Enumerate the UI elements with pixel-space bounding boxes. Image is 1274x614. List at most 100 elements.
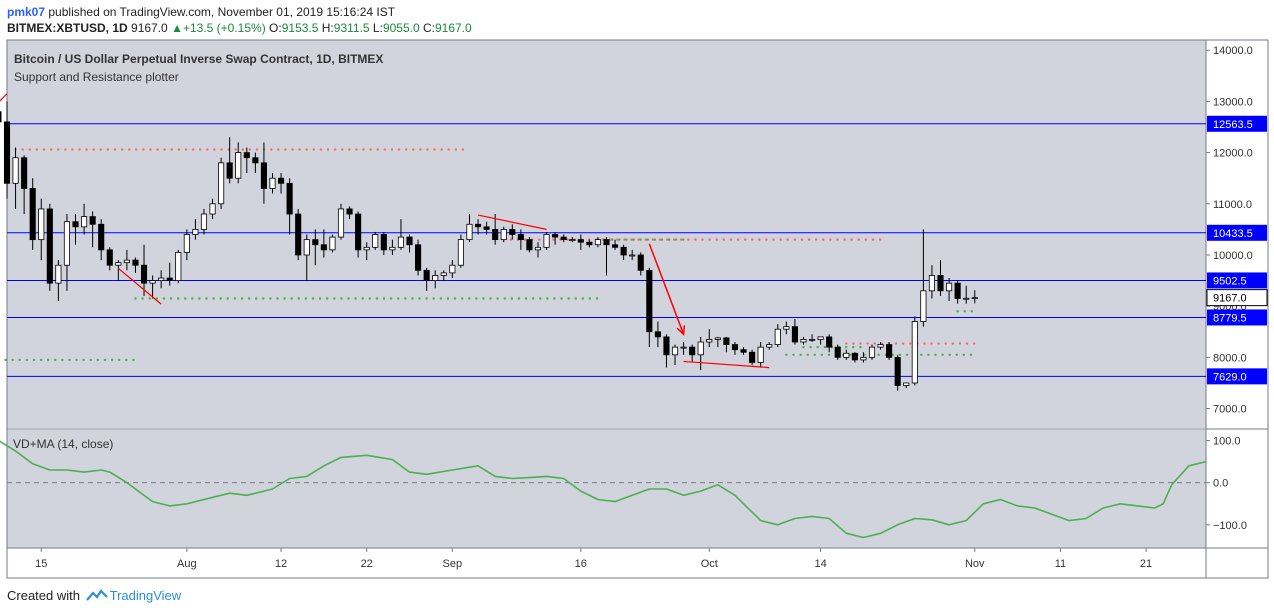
candle-body[interactable]: [560, 236, 567, 241]
candle-body[interactable]: [834, 346, 841, 358]
candle-body[interactable]: [218, 162, 225, 205]
candle-body[interactable]: [415, 244, 422, 271]
candle-body[interactable]: [706, 339, 713, 343]
candle-body[interactable]: [826, 336, 833, 348]
candle-body[interactable]: [175, 252, 182, 281]
candle-body[interactable]: [731, 344, 739, 351]
candle-body[interactable]: [740, 349, 747, 353]
candle-body[interactable]: [543, 234, 550, 248]
candle-body[interactable]: [123, 259, 130, 264]
candle-body[interactable]: [766, 344, 773, 348]
candle-body[interactable]: [586, 241, 593, 246]
candle-body[interactable]: [714, 337, 721, 340]
candle-body[interactable]: [860, 356, 867, 361]
candle-body[interactable]: [637, 254, 644, 271]
candle-body[interactable]: [749, 351, 756, 363]
candle-body[interactable]: [868, 346, 876, 358]
candle-body[interactable]: [209, 203, 216, 215]
candle-body[interactable]: [928, 275, 935, 292]
candle-body[interactable]: [552, 234, 559, 238]
candle-body[interactable]: [98, 223, 105, 251]
candle-body[interactable]: [663, 336, 670, 356]
candle-body[interactable]: [320, 244, 327, 251]
candle-body[interactable]: [817, 336, 824, 340]
candle-body[interactable]: [646, 269, 653, 333]
candle-body[interactable]: [723, 337, 730, 345]
trendline[interactable]: [477, 214, 547, 230]
candle-body[interactable]: [457, 239, 464, 266]
candle-body[interactable]: [474, 223, 482, 228]
candle-body[interactable]: [774, 328, 781, 345]
candle-body[interactable]: [21, 157, 28, 189]
candle-body[interactable]: [534, 246, 542, 251]
candle-body[interactable]: [526, 239, 533, 251]
candle-body[interactable]: [903, 382, 910, 386]
candle-body[interactable]: [671, 346, 679, 356]
trendline[interactable]: [117, 267, 162, 305]
candle-body[interactable]: [132, 259, 139, 266]
candle-body[interactable]: [81, 216, 88, 228]
candle-body[interactable]: [200, 213, 208, 230]
candle-body[interactable]: [235, 152, 242, 179]
tradingview-brand-link[interactable]: TradingView: [109, 588, 182, 603]
candle-body[interactable]: [843, 352, 850, 358]
candle-body[interactable]: [954, 282, 961, 299]
candle-body[interactable]: [115, 262, 122, 266]
candle-body[interactable]: [963, 297, 970, 300]
candle-body[interactable]: [612, 244, 619, 248]
candle-body[interactable]: [72, 221, 79, 228]
candle-body[interactable]: [483, 226, 490, 230]
candle-body[interactable]: [149, 280, 156, 284]
candle-body[interactable]: [517, 234, 524, 241]
candle-body[interactable]: [423, 269, 430, 281]
candle-body[interactable]: [355, 213, 362, 251]
candle-body[interactable]: [808, 339, 816, 341]
candle-body[interactable]: [226, 162, 233, 179]
candle-body[interactable]: [492, 228, 499, 241]
price-pane[interactable]: [7, 40, 1206, 428]
candle-body[interactable]: [680, 346, 687, 349]
candle-body[interactable]: [920, 290, 927, 322]
arrow-line[interactable]: [648, 243, 685, 335]
candle-body[interactable]: [783, 326, 790, 330]
candle-body[interactable]: [0, 111, 2, 123]
candle-body[interactable]: [577, 239, 584, 243]
candle-body[interactable]: [946, 282, 953, 292]
trendline[interactable]: [683, 360, 770, 369]
indicator-line[interactable]: [0, 440, 1207, 539]
candle-body[interactable]: [697, 341, 704, 356]
candle-body[interactable]: [500, 228, 507, 241]
candle-body[interactable]: [877, 344, 884, 348]
candle-body[interactable]: [629, 254, 636, 257]
candle-body[interactable]: [689, 346, 696, 356]
author-name[interactable]: pmk07: [7, 5, 46, 19]
candle-body[interactable]: [937, 275, 944, 292]
candle-body[interactable]: [29, 188, 36, 241]
candle-body[interactable]: [38, 208, 45, 241]
candle-body[interactable]: [183, 234, 190, 253]
candle-body[interactable]: [12, 157, 19, 184]
candle-body[interactable]: [911, 321, 918, 384]
candle-body[interactable]: [406, 236, 413, 246]
candle-body[interactable]: [337, 208, 345, 238]
trendline[interactable]: [0, 93, 8, 103]
candle-body[interactable]: [106, 249, 113, 266]
candle-body[interactable]: [3, 121, 11, 184]
candle-body[interactable]: [886, 344, 893, 358]
candle-body[interactable]: [389, 246, 396, 251]
candle-body[interactable]: [243, 152, 250, 159]
candle-body[interactable]: [166, 277, 173, 281]
candle-body[interactable]: [286, 182, 293, 215]
candle-body[interactable]: [346, 208, 353, 215]
candle-body[interactable]: [252, 157, 259, 164]
candle-body[interactable]: [295, 213, 302, 256]
candle-body[interactable]: [440, 272, 447, 276]
candle-body[interactable]: [192, 228, 199, 235]
candle-body[interactable]: [466, 223, 473, 241]
candle-body[interactable]: [971, 297, 978, 300]
candle-body[interactable]: [509, 228, 516, 235]
candle-body[interactable]: [63, 221, 71, 266]
candle-body[interactable]: [894, 356, 901, 386]
candle-body[interactable]: [654, 331, 661, 338]
